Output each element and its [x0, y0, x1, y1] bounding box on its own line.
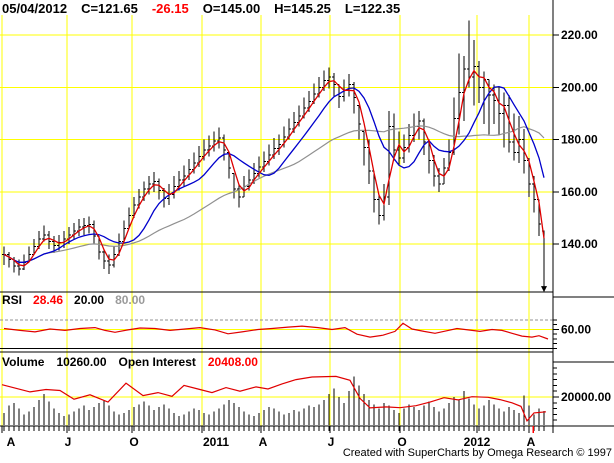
price-axis-label: 200.00	[561, 80, 598, 94]
right-axis: 220.00 200.00 180.00 160.00 140.00 60.00 20000…	[553, 28, 611, 427]
moving-averages	[3, 69, 545, 267]
rsi-line	[3, 322, 549, 340]
rsi-reference-lines	[0, 319, 553, 349]
readout-date: 05/04/2012	[2, 1, 68, 16]
x-axis-label: J	[328, 435, 335, 449]
rsi-title: RSI	[2, 293, 23, 307]
open-interest-line	[1, 375, 547, 423]
data-readout-bar: 05/04/2012 C=121.65 -26.15 O=145.00 H=14…	[2, 1, 400, 16]
rsi-value: 28.46	[33, 293, 64, 307]
x-axis-label: A	[259, 435, 268, 449]
axes-and-separators	[0, 0, 614, 433]
volume-axis-label: 20000.00	[561, 390, 611, 404]
readout-open: O=145.00	[202, 1, 261, 16]
bottom-axis: A J O 2011 A J O 2012 A	[1, 426, 545, 449]
x-axis-label: A	[527, 435, 536, 449]
x-axis-label: J	[65, 435, 72, 449]
rsi-readout: RSI 28.46 20.00 80.00	[2, 293, 145, 307]
slow-ma-line	[3, 125, 545, 263]
volume-value: 10260.00	[56, 355, 107, 369]
open-interest-title: Open Interest	[118, 355, 196, 369]
x-axis-label: A	[7, 435, 16, 449]
readout-close: C=121.65	[81, 1, 138, 16]
rsi-lower-band-label: 20.00	[74, 293, 105, 307]
open-interest-value: 20408.00	[207, 355, 258, 369]
rsi-upper-band-label: 80.00	[115, 293, 146, 307]
credit-line: Created with SuperCharts by Omega Resear…	[342, 447, 612, 459]
x-axis-label: 2012	[464, 435, 491, 449]
price-bars	[2, 20, 547, 293]
readout-change: -26.15	[151, 1, 189, 16]
fast-ma-line	[3, 69, 545, 267]
readout-high: H=145.25	[274, 1, 331, 16]
volume-readout: Volume 10260.00 Open Interest 20408.00	[2, 355, 258, 369]
x-axis-label: O	[129, 435, 138, 449]
volume-bars	[3, 376, 545, 425]
readout-low: L=122.35	[344, 1, 401, 16]
gridlines	[0, 15, 553, 426]
price-axis-label: 160.00	[561, 185, 598, 199]
price-axis-label: 180.00	[561, 133, 598, 147]
mid-ma-line	[3, 86, 545, 263]
x-axis-label: O	[397, 435, 406, 449]
price-axis-label: 220.00	[561, 28, 598, 42]
price-axis-label: 140.00	[561, 237, 598, 251]
x-axis-label: 2011	[203, 435, 229, 449]
rsi-axis-label: 60.00	[561, 322, 591, 336]
volume-title: Volume	[2, 355, 45, 369]
last-bar-down-arrow-icon	[541, 286, 547, 293]
